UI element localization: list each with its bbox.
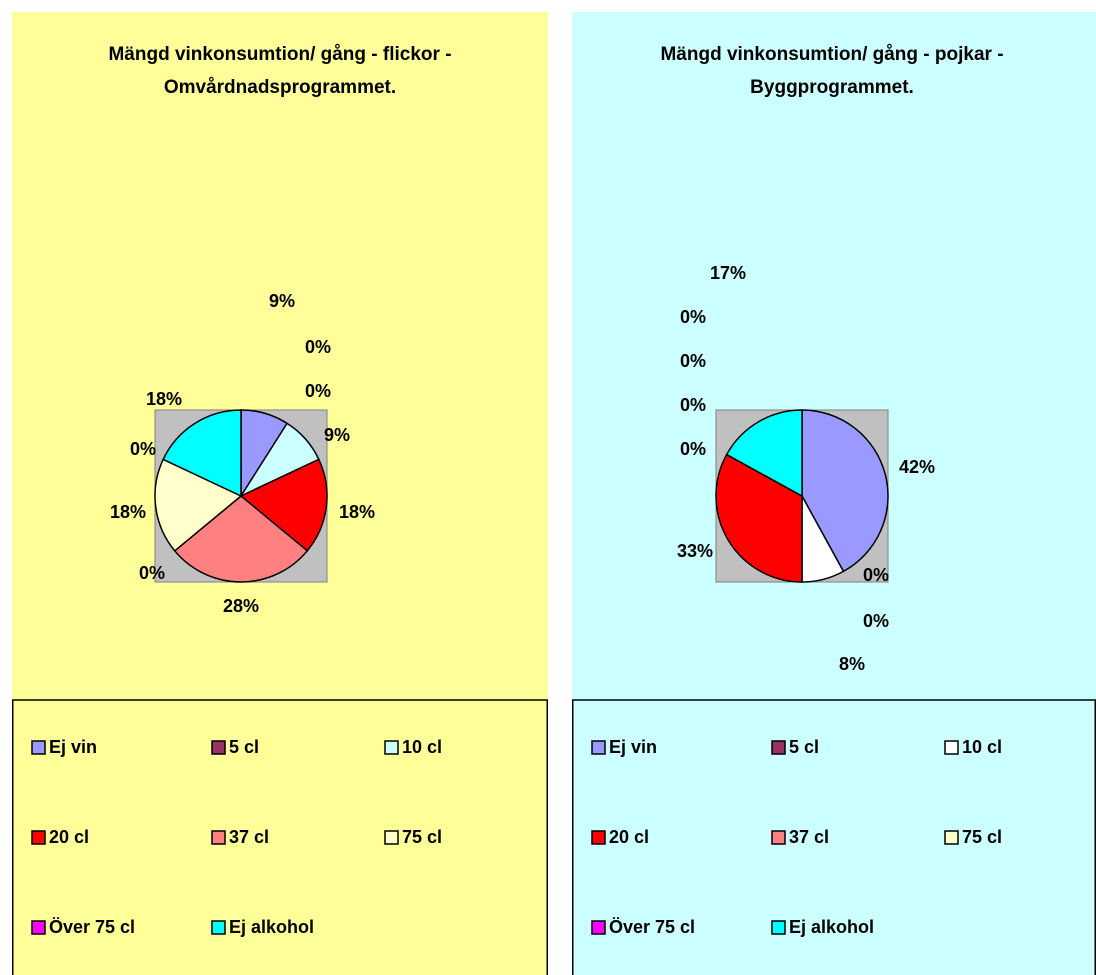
legend-swatch [771, 920, 786, 935]
legend-label: 20 cl [49, 827, 89, 847]
data-label: 18% [339, 502, 375, 522]
legend-swatch [211, 830, 226, 845]
legend-swatch [384, 740, 399, 755]
data-label: 28% [223, 596, 259, 616]
legend-swatch [31, 830, 46, 845]
data-label: 9% [269, 291, 295, 311]
pie-slice [801, 409, 889, 573]
data-label: 0% [863, 565, 889, 585]
legend-swatch [944, 740, 959, 755]
legend-swatch [591, 740, 606, 755]
data-label: 9% [324, 425, 350, 445]
data-label: 0% [305, 337, 331, 357]
legend-label: Ej vin [49, 737, 97, 757]
chart-title: Mängd vinkonsumtion/ gång - flickor - Om… [108, 44, 452, 98]
data-label: 0% [130, 439, 156, 459]
legend-label: 5 cl [229, 737, 259, 757]
legend-label: Över 75 cl [49, 917, 135, 937]
legend-swatch [31, 740, 46, 755]
data-label: 33% [677, 541, 713, 561]
legend-label: Ej alkohol [229, 917, 314, 937]
data-label: 42% [899, 457, 935, 477]
legend-swatch [31, 920, 46, 935]
data-label: 0% [680, 307, 706, 327]
legend-label: 5 cl [789, 737, 819, 757]
legend-swatch [591, 830, 606, 845]
legend-label: 20 cl [609, 827, 649, 847]
pie-slice [173, 495, 309, 583]
legend-box [572, 699, 1096, 975]
chart-title: Mängd vinkonsumtion/ gång - pojkar - Byg… [660, 44, 1004, 98]
legend-swatch [591, 920, 606, 935]
pie-slice [725, 409, 803, 498]
data-label: 0% [680, 439, 706, 459]
data-label: 18% [146, 389, 182, 409]
data-label: 18% [110, 502, 146, 522]
pie-slice [715, 453, 803, 583]
legend-swatch [384, 830, 399, 845]
legend-label: 37 cl [229, 827, 269, 847]
legend-label: Ej vin [609, 737, 657, 757]
legend-label: 10 cl [962, 737, 1002, 757]
legend-swatch [771, 740, 786, 755]
data-label: 0% [305, 381, 331, 401]
legend-swatch [771, 830, 786, 845]
data-label: 0% [139, 563, 165, 583]
legend-label: Över 75 cl [609, 917, 695, 937]
legend-swatch [211, 740, 226, 755]
data-label: 8% [839, 654, 865, 674]
data-label: 0% [863, 611, 889, 631]
data-label: 0% [680, 351, 706, 371]
legend-label: 37 cl [789, 827, 829, 847]
data-label: 0% [680, 395, 706, 415]
legend-swatch [211, 920, 226, 935]
legend-swatch [944, 830, 959, 845]
pie-slice [154, 458, 243, 552]
legend-label: 75 cl [402, 827, 442, 847]
pie-slice [162, 409, 242, 498]
data-label: 17% [710, 263, 746, 283]
legend-label: 75 cl [962, 827, 1002, 847]
legend-box [12, 699, 548, 975]
legend-label: 10 cl [402, 737, 442, 757]
legend-label: Ej alkohol [789, 917, 874, 937]
pie-slice [239, 458, 328, 552]
